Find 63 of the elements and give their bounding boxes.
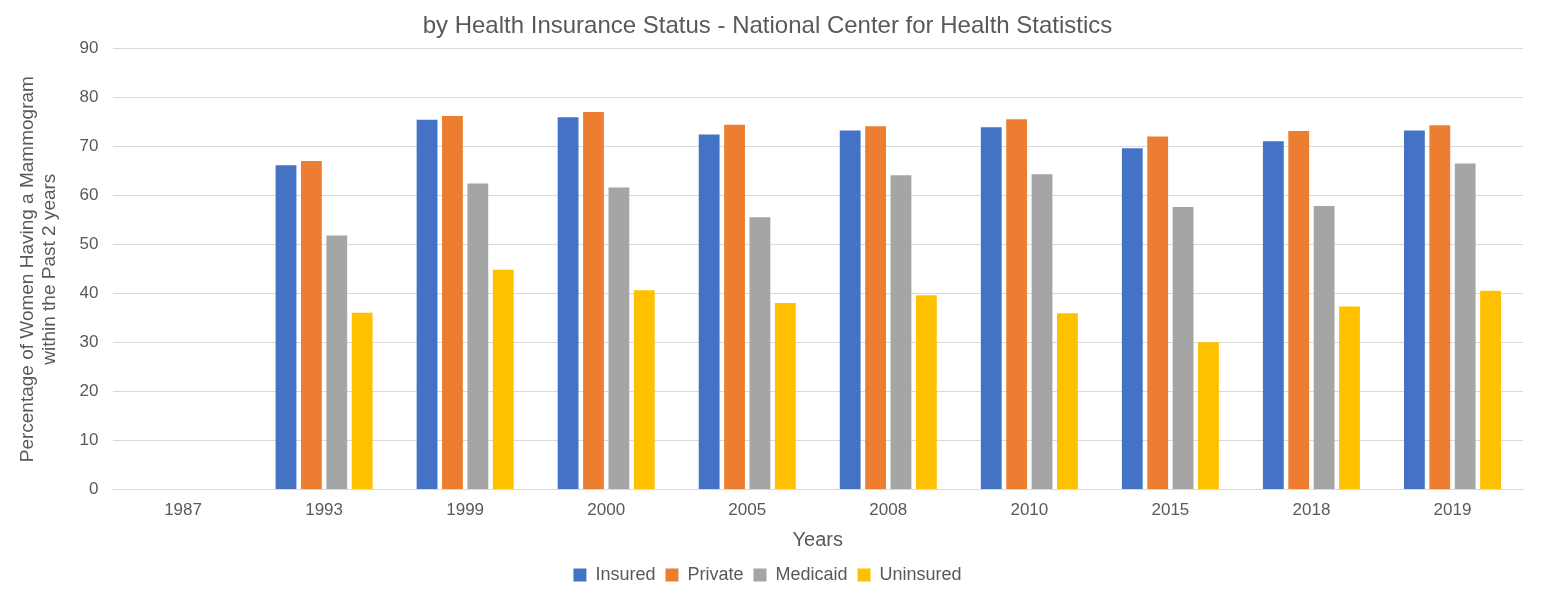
legend-label: Uninsured bbox=[879, 563, 962, 584]
y-axis-title: Percentage of Women Having a Mammogram within the Past 2 years bbox=[15, 76, 60, 463]
x-tick-label: 1987 bbox=[164, 500, 202, 520]
bar bbox=[608, 187, 630, 490]
x-tick-label: 2005 bbox=[728, 500, 767, 520]
bar bbox=[1454, 163, 1476, 490]
bar bbox=[1121, 148, 1143, 490]
x-axis-title: Years bbox=[792, 527, 843, 550]
bar bbox=[1031, 174, 1053, 490]
bar bbox=[1403, 130, 1425, 490]
bar bbox=[1480, 290, 1501, 490]
bar bbox=[1429, 125, 1451, 490]
x-tick-label: 2015 bbox=[1151, 500, 1190, 520]
bar bbox=[351, 312, 373, 490]
bar bbox=[326, 235, 348, 490]
x-tick-label: 2008 bbox=[869, 500, 908, 520]
x-tick-label: 1993 bbox=[305, 500, 343, 520]
bar bbox=[980, 127, 1002, 490]
bar bbox=[1006, 119, 1028, 490]
x-tick-label: 2019 bbox=[1433, 500, 1472, 520]
y-tick-label: 60 bbox=[79, 185, 99, 205]
y-tick-label: 0 bbox=[89, 479, 99, 499]
bar bbox=[1198, 342, 1219, 490]
bar bbox=[774, 303, 796, 490]
x-tick-label: 2010 bbox=[1010, 500, 1049, 520]
chart-title: by Health Insurance Status - National Center for Health Statistics bbox=[422, 11, 1113, 39]
bar bbox=[865, 126, 886, 490]
y-tick-label: 70 bbox=[79, 136, 99, 156]
y-tick-label: 80 bbox=[79, 87, 99, 107]
bar bbox=[1262, 141, 1284, 490]
bar bbox=[1339, 306, 1360, 490]
bar bbox=[915, 295, 937, 490]
y-tick-label: 40 bbox=[79, 283, 99, 303]
y-tick-label: 30 bbox=[79, 332, 99, 352]
bar bbox=[467, 183, 489, 490]
x-tick-label: 2000 bbox=[587, 500, 626, 520]
bar bbox=[839, 130, 861, 490]
x-tick-label: 1999 bbox=[446, 500, 485, 520]
y-tick-label: 90 bbox=[79, 38, 99, 58]
y-tick-label: 10 bbox=[79, 430, 99, 450]
bar bbox=[633, 290, 655, 490]
x-tick-label: 2018 bbox=[1292, 500, 1331, 520]
bar bbox=[698, 134, 720, 490]
legend-label: Insured bbox=[595, 563, 656, 584]
bar bbox=[1147, 136, 1169, 490]
y-tick-label: 50 bbox=[79, 234, 99, 254]
bar bbox=[1172, 207, 1194, 490]
bar bbox=[442, 115, 463, 490]
bar bbox=[275, 165, 297, 490]
bar bbox=[1288, 131, 1310, 490]
bar bbox=[557, 117, 579, 490]
bar bbox=[492, 269, 514, 490]
bar bbox=[1057, 313, 1078, 490]
y-tick-label: 20 bbox=[79, 381, 99, 401]
legend-label: Private bbox=[687, 563, 744, 584]
bar bbox=[890, 175, 912, 490]
bar bbox=[1313, 206, 1335, 490]
bar bbox=[583, 111, 604, 490]
bar bbox=[300, 160, 322, 490]
bar bbox=[749, 217, 771, 490]
legend-label: Medicaid bbox=[775, 563, 848, 584]
bar bbox=[416, 119, 438, 490]
bar bbox=[724, 124, 745, 490]
